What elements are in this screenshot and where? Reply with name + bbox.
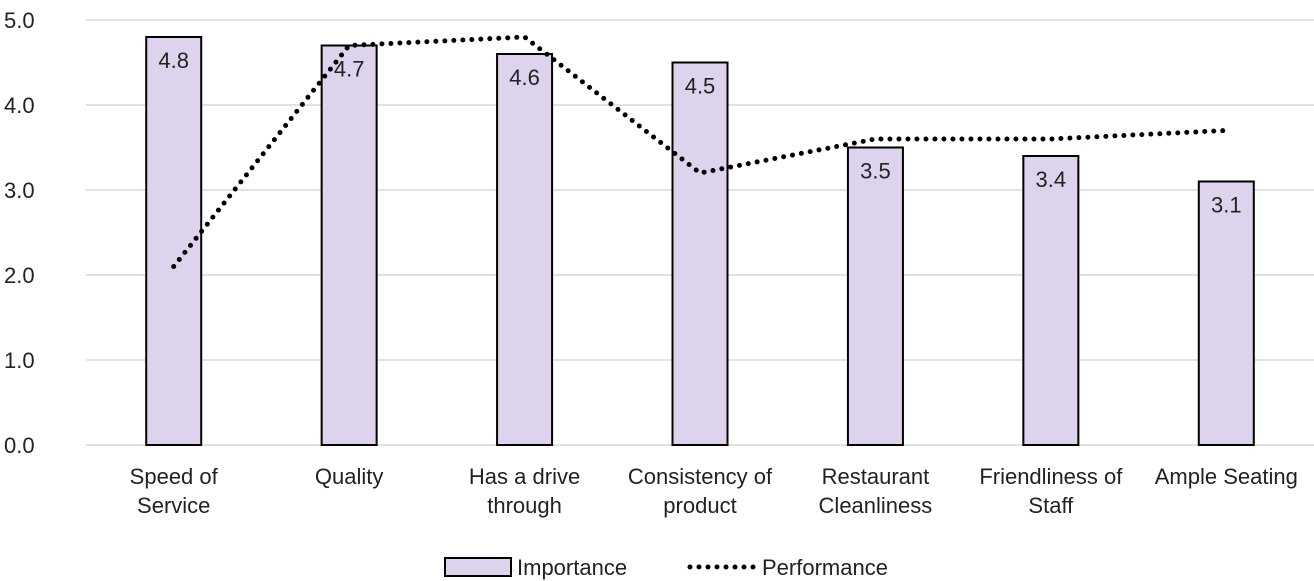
y-tick-label: 1.0	[4, 348, 35, 373]
bar	[1022, 155, 1080, 446]
line-series-performance	[171, 34, 1229, 269]
legend: Importance Performance	[444, 555, 888, 580]
y-tick-label: 3.0	[4, 178, 35, 203]
x-category-label-line: Has a drive	[469, 464, 580, 489]
x-category-label-line: Service	[137, 493, 210, 518]
bar-data-label: 4.6	[509, 65, 540, 90]
x-category-label-line: Ample Seating	[1155, 464, 1298, 489]
bar-data-label: 3.5	[860, 159, 891, 184]
y-tick-label: 0.0	[4, 433, 35, 458]
x-category-label: Speed of Service	[130, 464, 219, 518]
bar	[496, 53, 554, 446]
x-category-label-line: Friendliness of	[979, 464, 1123, 489]
performance-line	[171, 34, 1229, 269]
bar-data-label: 4.7	[334, 57, 365, 82]
bar-data-label: 3.1	[1211, 193, 1242, 218]
x-category-label: Has a drive through	[469, 464, 580, 518]
bar-data-label: 3.4	[1036, 167, 1067, 192]
x-category-label: Consistency of product	[628, 464, 773, 518]
y-tick-label: 5.0	[4, 8, 35, 33]
x-category-label-line: Staff	[1028, 493, 1074, 518]
bar-series-importance	[145, 36, 1255, 446]
bar-data-label: 4.5	[685, 74, 716, 99]
bar	[320, 44, 378, 446]
bar-data-label: 4.8	[158, 48, 189, 73]
x-category-label: Quality	[315, 464, 383, 489]
y-axis-ticks: 0.0 1.0 2.0 3.0 4.0 5.0	[4, 8, 35, 458]
data-labels: 4.8 4.7 4.6 4.5 3.5 3.4 3.1	[158, 48, 1241, 218]
legend-swatch-importance	[444, 557, 512, 577]
legend-label-performance: Performance	[762, 555, 888, 580]
bar	[145, 36, 203, 446]
x-axis-categories: Speed of Service Quality Has a drive through…	[130, 464, 1298, 518]
x-category-label-line: Quality	[315, 464, 383, 489]
legend-label-importance: Importance	[517, 555, 627, 580]
bar	[671, 61, 729, 446]
y-tick-label: 4.0	[4, 93, 35, 118]
x-category-label: Ample Seating	[1155, 464, 1298, 489]
y-tick-label: 2.0	[4, 263, 35, 288]
x-category-label-line: Restaurant	[822, 464, 930, 489]
x-category-label-line: through	[487, 493, 562, 518]
bar	[846, 146, 904, 446]
x-category-label: Restaurant Cleanliness	[819, 464, 933, 518]
x-category-label-line: product	[663, 493, 736, 518]
x-category-label-line: Speed of	[130, 464, 219, 489]
bar	[1197, 180, 1255, 446]
x-category-label: Friendliness of Staff	[979, 464, 1123, 518]
x-category-label-line: Cleanliness	[819, 493, 933, 518]
x-category-label-line: Consistency of	[628, 464, 773, 489]
